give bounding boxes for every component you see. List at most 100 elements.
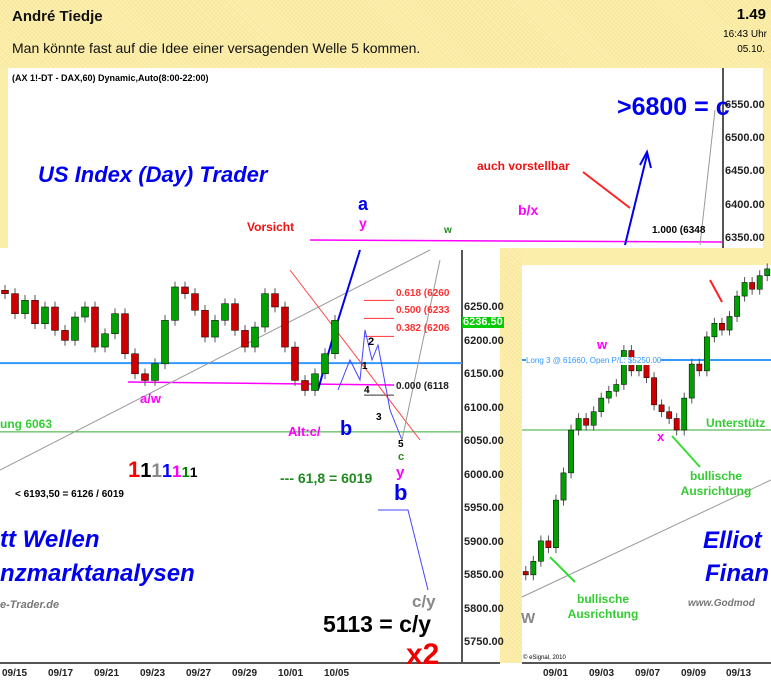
- y-tick: 6550.00: [725, 99, 765, 111]
- right-candle: [711, 323, 718, 338]
- right-candle: [651, 377, 657, 406]
- x-tick: 09/07: [635, 668, 661, 679]
- brand-right1: Elliot: [703, 527, 762, 554]
- trend-line: [289, 269, 421, 441]
- left-candle: [121, 313, 129, 355]
- x-right-label: x: [657, 429, 665, 444]
- projection-line: [378, 509, 429, 591]
- x-tick: 09/13: [726, 668, 752, 679]
- warn-label: Vorsicht: [247, 220, 295, 234]
- brand-line1: tt Wellen: [0, 526, 100, 553]
- trend-line: [521, 479, 771, 598]
- y-tick: 6000.00: [464, 468, 504, 481]
- y-tick: 6450.00: [725, 165, 765, 177]
- wave-2: 2: [368, 336, 375, 348]
- right-candle: [537, 540, 544, 562]
- x-tick: 09/09: [681, 668, 707, 679]
- right-candle: [749, 282, 756, 290]
- bx-label: b/x: [518, 202, 539, 218]
- right-candle: [741, 282, 748, 297]
- post-number[interactable]: 1.49: [736, 6, 766, 23]
- y-tick: 5900.00: [464, 535, 504, 548]
- wave-3: 3: [376, 412, 382, 423]
- left-candle: [151, 363, 159, 381]
- right-candle: [605, 391, 612, 399]
- projection-line: [699, 109, 716, 246]
- right-candle: [643, 363, 650, 378]
- left-candle: [141, 373, 149, 381]
- wave-one: 1: [181, 464, 190, 481]
- w-label: w: [444, 225, 452, 236]
- right-candle: [681, 397, 688, 431]
- wave-one: 1: [189, 464, 198, 480]
- chart-title: (AX 1!-DT - DAX,60) Dynamic,Auto(8:00-22…: [12, 73, 209, 83]
- right-candle: [620, 350, 627, 385]
- right-candle: [726, 316, 733, 331]
- bullish-arrow: [549, 556, 576, 583]
- upper-chart: [8, 68, 763, 248]
- wave-line: [127, 381, 395, 386]
- left-candle: [101, 333, 109, 348]
- y-tick: 5950.00: [464, 502, 504, 514]
- left-candle: [11, 293, 19, 314]
- left-candle: [211, 320, 219, 338]
- left-candle: [61, 330, 69, 341]
- right-candle: [756, 275, 763, 290]
- fib-label: 0.618 (6260: [396, 288, 450, 299]
- post-message: Man könnte fast auf die Idee einer versa…: [12, 40, 421, 56]
- right-candle: [613, 384, 620, 392]
- x-tick: 09/17: [48, 668, 74, 679]
- target-arrow: [624, 154, 648, 246]
- target-5113: 5113 = c/y: [323, 611, 432, 637]
- upper-axis: [722, 68, 763, 248]
- wave-1: 1: [362, 361, 368, 372]
- right-candle: [598, 397, 605, 412]
- right-candle: [583, 418, 590, 426]
- post-date: 05.10.: [737, 44, 765, 55]
- alt-b-label: b: [340, 418, 353, 440]
- left-candle: [111, 313, 119, 334]
- arrow: [709, 279, 723, 303]
- brand-right-site: www.Godmod: [688, 598, 755, 609]
- y-tick: 6400.00: [725, 199, 765, 211]
- long-position-label[interactable]: Long 3 @ 61660, Open P/L: $5250.00: [526, 356, 662, 365]
- wave-4: 4: [364, 385, 370, 396]
- projection-line: [337, 329, 403, 441]
- left-candle: [301, 380, 309, 391]
- copyright: © eSignal, 2010: [523, 655, 566, 661]
- wave-line: [309, 239, 723, 243]
- right-candle: [666, 411, 673, 419]
- left-candle: [291, 346, 299, 381]
- x-tick: 09/01: [543, 668, 569, 679]
- wave-one: 1: [161, 461, 172, 481]
- range-label: < 6193,50 = 6126 / 6019: [15, 489, 124, 500]
- brand-site: e-Trader.de: [0, 599, 60, 611]
- support-right-label: Unterstütz: [706, 416, 766, 430]
- wave-5: 5: [398, 439, 404, 450]
- price-badge: 6236.50: [462, 316, 504, 328]
- target-label: >6800 = c: [617, 93, 730, 121]
- left-candle: [251, 326, 259, 348]
- cy-small: c/y: [412, 592, 436, 611]
- wave-one: 1: [151, 461, 162, 482]
- y-tick: 6100.00: [464, 401, 504, 414]
- left-candle: [281, 306, 289, 348]
- wave-one: 1: [128, 457, 141, 482]
- x-tick: 10/05: [324, 668, 350, 679]
- left-candle: [201, 310, 209, 338]
- w-right-label: w: [597, 337, 608, 352]
- W-label: W: [521, 610, 536, 627]
- right-candle: [658, 404, 665, 412]
- author-name[interactable]: André Tiedje: [12, 8, 103, 25]
- bullish-label: bullische Ausrichtung: [680, 469, 752, 498]
- left-chart: [0, 248, 500, 685]
- fib-top-label: 1.000 (6348: [652, 225, 706, 236]
- right-candle: [560, 472, 567, 501]
- right-candle: [522, 571, 529, 576]
- x-tick: 10/01: [278, 668, 304, 679]
- y-label: y: [359, 215, 367, 231]
- trend-line: [0, 249, 431, 471]
- brand-right2: Finan: [705, 560, 769, 587]
- hint-label: auch vorstellbar: [477, 159, 570, 173]
